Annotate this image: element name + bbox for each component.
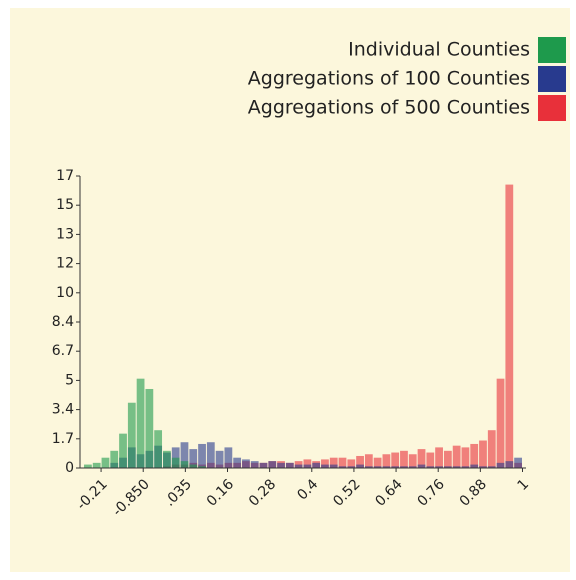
bar <box>417 449 426 468</box>
bar <box>110 450 119 468</box>
y-tick-label: 10 <box>56 285 74 301</box>
bar <box>242 459 250 468</box>
bar <box>259 462 268 468</box>
legend-swatch <box>538 95 566 121</box>
bar <box>303 459 312 468</box>
bar <box>303 464 312 468</box>
bar <box>496 462 505 468</box>
bar <box>391 452 400 468</box>
bar <box>479 440 487 468</box>
bar <box>277 462 285 468</box>
bar <box>145 388 154 468</box>
bar <box>92 462 101 468</box>
bar <box>268 461 277 468</box>
bar <box>400 466 408 468</box>
bar <box>461 447 470 468</box>
bar <box>487 466 496 468</box>
bar <box>400 450 408 468</box>
bar <box>294 464 303 468</box>
bar <box>426 466 435 468</box>
bar <box>505 461 514 468</box>
y-tick-label: 0 <box>65 460 74 476</box>
bar <box>479 466 487 468</box>
bar <box>364 454 373 468</box>
y-tick-label: 1.7 <box>52 431 74 447</box>
bar <box>180 442 189 468</box>
bar <box>470 464 479 468</box>
bar <box>347 466 356 468</box>
bar <box>233 457 242 468</box>
bar <box>163 450 171 468</box>
bar <box>127 402 136 468</box>
bar <box>171 457 180 468</box>
bar <box>119 433 127 468</box>
bar <box>224 447 233 468</box>
bar <box>189 449 198 468</box>
bar <box>417 464 426 468</box>
bar <box>487 430 496 468</box>
bar <box>364 466 373 468</box>
bar <box>373 457 382 468</box>
bar <box>101 457 110 468</box>
bar <box>356 464 364 468</box>
bar <box>338 457 347 468</box>
bar <box>198 443 206 468</box>
bar <box>285 462 294 468</box>
bar <box>180 461 189 468</box>
bar <box>321 459 329 468</box>
bar <box>250 461 259 468</box>
bar <box>461 466 470 468</box>
legend-label: Individual Counties <box>348 39 530 61</box>
bar <box>321 464 329 468</box>
bar <box>84 464 92 468</box>
y-tick-label: 15 <box>56 197 74 213</box>
legend-label: Aggregations of 500 Counties <box>248 97 530 119</box>
bar <box>206 442 215 468</box>
bar <box>154 430 163 468</box>
bar <box>382 466 391 468</box>
bar <box>435 466 443 468</box>
y-tick-label: 12 <box>56 256 74 272</box>
bar <box>329 457 338 468</box>
legend-label: Aggregations of 100 Counties <box>248 68 530 90</box>
y-tick-label: 13 <box>56 226 74 242</box>
bar <box>189 464 198 468</box>
bar <box>443 466 452 468</box>
bar <box>426 452 435 468</box>
bar <box>391 466 400 468</box>
panel <box>10 8 570 572</box>
legend-swatch <box>538 37 566 63</box>
bar <box>408 466 417 468</box>
bar <box>198 466 206 468</box>
bar <box>452 445 461 468</box>
bar <box>496 378 505 468</box>
bar <box>136 378 145 468</box>
bar <box>443 450 452 468</box>
y-tick-label: 17 <box>56 168 74 184</box>
bar <box>338 466 347 468</box>
bar <box>382 454 391 468</box>
y-tick-label: 5 <box>65 372 74 388</box>
bar <box>505 184 514 468</box>
bar <box>435 447 443 468</box>
bar <box>215 450 224 468</box>
bar <box>312 462 321 468</box>
legend-swatch <box>538 66 566 92</box>
bar <box>373 466 382 468</box>
bar <box>356 455 364 468</box>
y-tick-label: 8.4 <box>52 314 74 330</box>
bar <box>514 457 522 468</box>
bar <box>470 443 479 468</box>
bar <box>329 464 338 468</box>
y-tick-label: 3.4 <box>52 402 74 418</box>
bar <box>452 466 461 468</box>
bar <box>347 459 356 468</box>
y-tick-label: 6.7 <box>52 343 74 359</box>
bar <box>408 454 417 468</box>
